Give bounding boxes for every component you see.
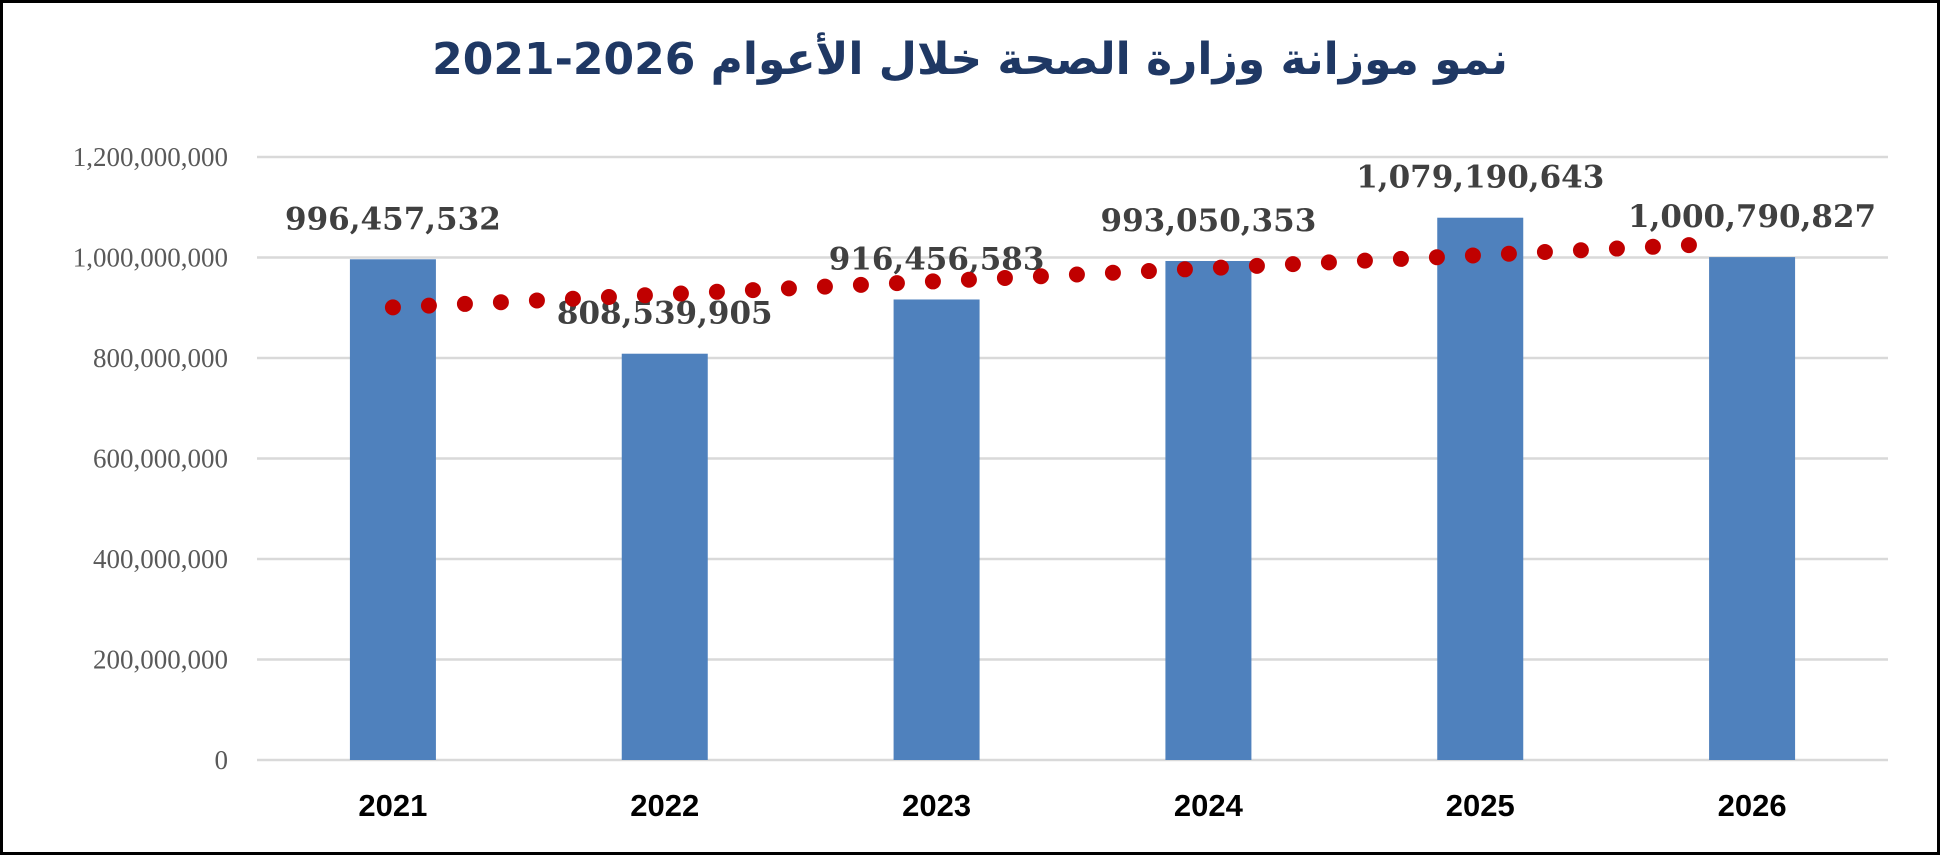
trendline-dot — [852, 276, 869, 293]
trendline-dot — [960, 271, 977, 288]
data-label: 1,079,190,643 — [1356, 160, 1604, 196]
trendline-dot — [1500, 245, 1517, 262]
trendline-dot — [384, 299, 401, 316]
trendline-dot — [924, 273, 941, 290]
trendline-dot — [1644, 238, 1661, 255]
trendline-dot — [1536, 244, 1553, 261]
trendline-dot — [1248, 257, 1265, 274]
trendline-dot — [600, 288, 617, 305]
chart-title: نمو موزانة وزارة الصحة خلال الأعوام 2026… — [432, 34, 1508, 85]
bar-2024 — [1165, 260, 1252, 760]
bar-2022 — [621, 353, 708, 760]
bar-2023 — [893, 299, 980, 760]
x-tick-label: 2025 — [1446, 788, 1515, 823]
data-label: 808,539,905 — [557, 296, 773, 332]
trendline-dot — [420, 297, 437, 314]
trendline-dot — [1104, 264, 1121, 281]
trendline-dot — [1032, 268, 1049, 285]
trendline-dot — [816, 278, 833, 295]
bar-2026 — [1709, 257, 1796, 760]
trendline-dot — [708, 283, 725, 300]
bar-2021 — [349, 259, 436, 760]
trendline-dot — [1356, 252, 1373, 269]
x-tick-label: 2023 — [902, 788, 971, 823]
y-tick-label: 800,000,000 — [93, 343, 228, 373]
trendline-dot — [996, 269, 1013, 286]
trendline-dot — [1464, 247, 1481, 264]
x-tick-label: 2024 — [1174, 788, 1244, 823]
data-label: 916,456,583 — [829, 241, 1045, 277]
y-tick-label: 200,000,000 — [93, 645, 228, 675]
x-tick-label: 2021 — [358, 788, 427, 823]
trendline-dot — [456, 295, 473, 312]
x-tick-label: 2026 — [1718, 788, 1787, 823]
trendline-dot — [492, 294, 509, 311]
trendline-dot — [1212, 259, 1229, 276]
trendline-dot — [636, 287, 653, 304]
y-tick-label: 0 — [215, 745, 229, 775]
data-label: 993,050,353 — [1101, 203, 1317, 239]
trendline-dot — [780, 280, 797, 297]
x-tick-label: 2022 — [630, 788, 699, 823]
trendline-dot — [1176, 261, 1193, 278]
trendline-dot — [744, 282, 761, 299]
y-tick-label: 400,000,000 — [93, 544, 228, 574]
trendline-dot — [1392, 250, 1409, 267]
trendline-dot — [1428, 249, 1445, 266]
trendline-dot — [1068, 266, 1085, 283]
trendline-dot — [1320, 254, 1337, 271]
trendline-dot — [888, 275, 905, 292]
data-label: 996,457,532 — [285, 201, 501, 237]
bar-2025 — [1437, 217, 1524, 761]
data-label: 1,000,790,827 — [1628, 199, 1876, 235]
y-tick-label: 1,000,000,000 — [73, 243, 228, 273]
trendline-dot — [1680, 237, 1697, 254]
y-tick-label: 1,200,000,000 — [73, 142, 228, 172]
y-tick-label: 600,000,000 — [93, 444, 228, 474]
trendline-dot — [564, 290, 581, 307]
trendline-dot — [1572, 242, 1589, 259]
trendline-dot — [528, 292, 545, 309]
trendline-dot — [1284, 256, 1301, 273]
trendline-dot — [1608, 240, 1625, 257]
trendline-dot — [1140, 263, 1157, 280]
trendline-dot — [672, 285, 689, 302]
